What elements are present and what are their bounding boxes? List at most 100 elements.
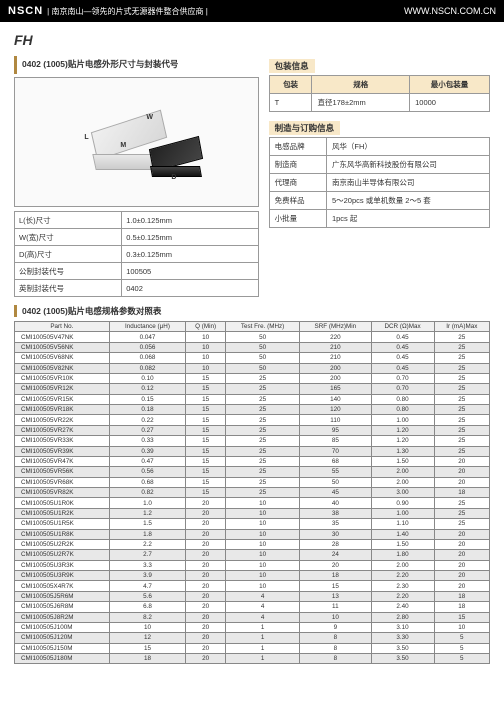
spec-cell: 20 bbox=[186, 508, 226, 518]
spec-cell: 0.80 bbox=[371, 405, 434, 415]
spec-row: CMI100505V47NK0.04710502200.4525 bbox=[15, 332, 490, 342]
spec-cell: CMI100505V82NK bbox=[15, 363, 110, 373]
spec-cell: 20 bbox=[186, 654, 226, 664]
spec-row: CMI100505VR27K0.271525951.2025 bbox=[15, 425, 490, 435]
spec-cell: 0.47 bbox=[109, 456, 185, 466]
spec-cell: 15 bbox=[186, 425, 226, 435]
spec-cell: 0.39 bbox=[109, 446, 185, 456]
spec-cell: 1.50 bbox=[371, 539, 434, 549]
spec-cell: 25 bbox=[434, 353, 489, 363]
spec-cell: 15 bbox=[186, 446, 226, 456]
spec-cell: 4 bbox=[226, 602, 300, 612]
spec-cell: 20 bbox=[186, 529, 226, 539]
spec-cell: 1.0 bbox=[109, 498, 185, 508]
spec-row: CMI100505X4R7K4.72010152.3020 bbox=[15, 581, 490, 591]
spec-cell: 2.80 bbox=[371, 612, 434, 622]
spec-header-cell: Ir (mA)Max bbox=[434, 322, 489, 332]
spec-row: CMI100505V82NK0.08210502000.4525 bbox=[15, 363, 490, 373]
spec-cell: 20 bbox=[434, 550, 489, 560]
spec-cell: 50 bbox=[226, 363, 300, 373]
spec-cell: CMI100505U1R8K bbox=[15, 529, 110, 539]
spec-cell: 210 bbox=[300, 342, 371, 352]
tagline: | 南京南山—领先的片式无源器件整合供应商 | bbox=[47, 6, 208, 17]
spec-cell: CMI100505J8R2M bbox=[15, 612, 110, 622]
spec-cell: 25 bbox=[434, 332, 489, 342]
spec-cell: 18 bbox=[300, 571, 371, 581]
spec-cell: CMI100505U2R2K bbox=[15, 539, 110, 549]
spec-cell: 10 bbox=[434, 622, 489, 632]
spec-cell: 2.00 bbox=[371, 477, 434, 487]
spec-cell: CMI100505U3R3K bbox=[15, 560, 110, 570]
spec-cell: CMI100505VR12K bbox=[15, 384, 110, 394]
spec-cell: 2.40 bbox=[371, 602, 434, 612]
spec-cell: 25 bbox=[226, 373, 300, 383]
spec-cell: 0.18 bbox=[109, 405, 185, 415]
dims-cell: W(宽)尺寸 bbox=[15, 229, 122, 246]
spec-cell: 0.33 bbox=[109, 436, 185, 446]
spec-cell: CMI100505U1R5K bbox=[15, 519, 110, 529]
spec-cell: 6.8 bbox=[109, 602, 185, 612]
dim-l: L bbox=[84, 134, 88, 141]
spec-cell: 12 bbox=[109, 633, 185, 643]
spec-cell: 15 bbox=[186, 415, 226, 425]
spec-cell: 25 bbox=[226, 488, 300, 498]
spec-cell: CMI100505VR47K bbox=[15, 456, 110, 466]
spec-cell: 10 bbox=[300, 612, 371, 622]
spec-cell: 25 bbox=[226, 436, 300, 446]
spec-cell: CMI100505X4R7K bbox=[15, 581, 110, 591]
pack-header-cell: 最小包装量 bbox=[410, 76, 490, 94]
spec-cell: 2.20 bbox=[371, 571, 434, 581]
spec-row: CMI100505J100M1020193.1010 bbox=[15, 622, 490, 632]
spec-row: CMI100505J180M1820183.505 bbox=[15, 654, 490, 664]
right-column: 包装信息 包装规格最小包装量 T直径178±2mm10000 制造与订购信息 电… bbox=[269, 56, 490, 228]
spec-cell: CMI100505J180M bbox=[15, 654, 110, 664]
dim-d: D bbox=[171, 174, 176, 181]
spec-cell: 165 bbox=[300, 384, 371, 394]
dims-cell: 0.3±0.125mm bbox=[122, 246, 258, 263]
spec-cell: 110 bbox=[300, 415, 371, 425]
dims-cell: 100505 bbox=[122, 263, 258, 280]
spec-cell: 8 bbox=[300, 633, 371, 643]
spec-cell: 3.00 bbox=[371, 488, 434, 498]
spec-cell: 5 bbox=[434, 654, 489, 664]
pack-cell: 直径178±2mm bbox=[312, 94, 410, 112]
spec-cell: 50 bbox=[226, 342, 300, 352]
spec-row: CMI100505J120M1220183.305 bbox=[15, 633, 490, 643]
order-table: 电感品牌风华（FH）制造商广东风华高新科技股份有限公司代理商南京南山半导体有限公… bbox=[269, 137, 490, 228]
spec-cell: 20 bbox=[186, 612, 226, 622]
spec-cell: CMI100505VR68K bbox=[15, 477, 110, 487]
spec-cell: 0.45 bbox=[371, 363, 434, 373]
spec-cell: 200 bbox=[300, 373, 371, 383]
spec-cell: 25 bbox=[434, 436, 489, 446]
packaging-table: 包装规格最小包装量 T直径178±2mm10000 bbox=[269, 75, 490, 112]
spec-cell: 1.2 bbox=[109, 508, 185, 518]
spec-cell: 2.2 bbox=[109, 539, 185, 549]
spec-cell: 5 bbox=[434, 633, 489, 643]
spec-cell: 25 bbox=[434, 384, 489, 394]
spec-cell: 25 bbox=[434, 498, 489, 508]
spec-row: CMI100505U2R7K2.72010241.8020 bbox=[15, 550, 490, 560]
spec-cell: 0.56 bbox=[109, 467, 185, 477]
spec-cell: 20 bbox=[434, 560, 489, 570]
spec-cell: CMI100505V47NK bbox=[15, 332, 110, 342]
page-header: NSCN | 南京南山—领先的片式无源器件整合供应商 | WWW.NSCN.CO… bbox=[0, 0, 504, 22]
spec-cell: CMI100505VR15K bbox=[15, 394, 110, 404]
spec-cell: 0.068 bbox=[109, 353, 185, 363]
dims-cell: D(高)尺寸 bbox=[15, 246, 122, 263]
spec-cell: 5 bbox=[434, 643, 489, 653]
spec-row: CMI100505VR15K0.1515251400.8025 bbox=[15, 394, 490, 404]
spec-cell: 1.00 bbox=[371, 508, 434, 518]
spec-cell: 10 bbox=[186, 332, 226, 342]
spec-cell: 40 bbox=[300, 498, 371, 508]
spec-header-cell: Inductance (μH) bbox=[109, 322, 185, 332]
spec-cell: 20 bbox=[186, 622, 226, 632]
spec-cell: CMI100505V68NK bbox=[15, 353, 110, 363]
spec-cell: 1 bbox=[226, 643, 300, 653]
spec-cell: 10 bbox=[226, 519, 300, 529]
spec-cell: 20 bbox=[434, 477, 489, 487]
spec-cell: 1.80 bbox=[371, 550, 434, 560]
spec-cell: 25 bbox=[434, 425, 489, 435]
spec-cell: 0.70 bbox=[371, 373, 434, 383]
spec-cell: 9 bbox=[300, 622, 371, 632]
spec-cell: 3.30 bbox=[371, 633, 434, 643]
